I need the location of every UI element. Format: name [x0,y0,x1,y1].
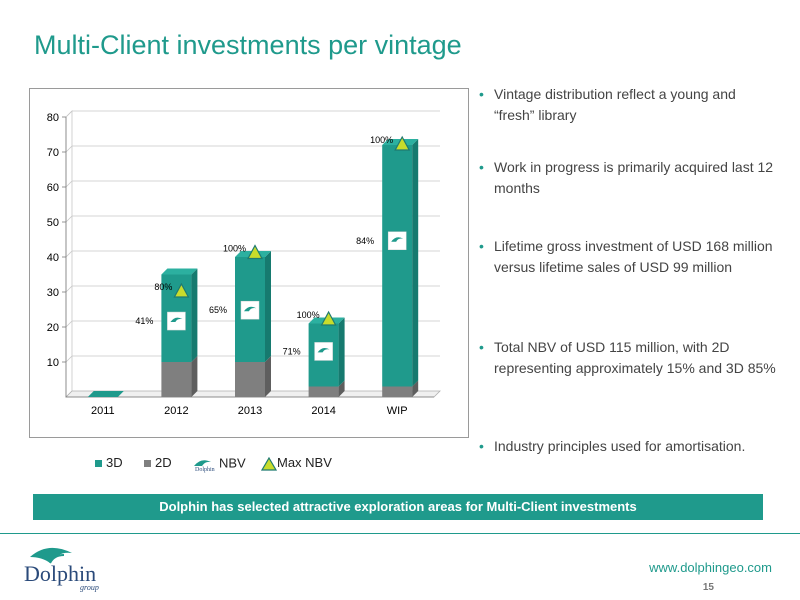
gridline-diag [65,180,73,188]
mini-logo-text: Dolphin [195,467,215,473]
nbv-logo-badge [387,231,407,251]
website-link[interactable]: www.dolphingeo.com [649,560,772,575]
bar-side [412,139,419,387]
bar-side [412,380,419,397]
gridline-diag [65,285,73,293]
nbv-logo-badge [167,311,186,331]
x-tick-label: 2012 [164,405,188,417]
bar-segment [382,386,413,397]
legend-item-3d: 3D [95,455,123,470]
x-tick-label: 2011 [91,405,115,417]
legend-swatch-3d [95,460,102,468]
x-tick-label: 2013 [238,405,262,417]
page-number: 15 [702,582,714,593]
nbv-logo-icon [170,317,183,323]
legend-item-max-nbv: Max NBV [260,455,332,471]
chart-area: 10 20 30 40 50 60 70 80 2011 2012 41% 80% 2013 65% 100… [29,88,469,438]
x-tick-label: 2014 [311,405,335,417]
y-tick-label: 80 [47,112,59,124]
bullet-item: Industry principles used for amortisatio… [478,436,778,457]
footer-divider [0,533,800,534]
key-message-banner: Dolphin has selected attractive explorat… [33,494,763,520]
gridline-diag [65,110,73,118]
dolphin-logo-icon: Dolphin group [24,547,99,592]
x-tick-label: WIP [387,405,408,417]
nbv-label: 84% [356,236,374,246]
y-tick-label: 20 [47,322,59,334]
legend-label-nbv: NBV [219,455,246,471]
bullet-item: Lifetime gross investment of USD 168 mil… [478,236,778,278]
bar-side [191,356,198,397]
max-nbv-label: 80% [154,282,172,292]
bar-top [161,268,198,275]
legend-label-3d: 3D [106,455,123,470]
nbv-logo-icon [391,237,404,242]
nbv-label: 41% [135,316,153,326]
gridline-diag [65,250,73,258]
page-title: Multi-Client investments per vintage [34,30,462,60]
y-tick-label: 70 [47,147,59,159]
legend-label-max-nbv: Max NBV [277,455,332,470]
nbv-logo-badge [240,300,260,320]
max-nbv-label: 100% [370,135,393,145]
nbv-logo-icon [244,306,256,312]
logo-word: Dolphin [24,561,96,586]
bar-side [338,317,345,387]
bar-side [338,380,345,397]
dolphin-mini-logo-icon: Dolphin [194,460,215,473]
bar-side [265,356,271,397]
legend-label-2d: 2D [155,455,172,470]
y-tick-label: 60 [47,182,59,194]
max-nbv-marker [394,135,411,151]
bullet-item: Vintage distribution reflect a young and… [478,84,778,126]
logo-subtitle: group [80,583,99,592]
bar-side [191,268,198,362]
nbv-label: 65% [209,305,227,315]
nbv-label: 71% [283,346,301,356]
bar-segment [161,362,192,397]
company-logo: Dolphin group [20,543,130,593]
max-nbv-marker [173,282,190,298]
nbv-logo-badge [314,342,333,361]
gridline-diag [65,215,73,223]
bullet-item: Work in progress is primarily acquired l… [478,157,778,199]
max-nbv-label: 100% [223,244,246,254]
gridline-diag [65,320,73,328]
bar-chart: 10 20 30 40 50 60 70 80 2011 2012 41% 80% 2013 65% 100… [47,110,441,417]
bullet-item: Total NBV of USD 115 million, with 2D re… [478,337,778,379]
gridline-diag [65,145,73,153]
y-tick-label: 50 [47,217,59,229]
max-nbv-label: 100% [297,310,320,320]
legend-swatch-2d [144,460,151,468]
y-tick-label: 40 [47,252,59,264]
legend-item-2d: 2D [144,455,172,470]
legend-item-nbv: Dolphin NBV [191,455,246,473]
bar-empty [87,391,124,397]
bar-segment [308,386,339,397]
y-tick-label: 30 [47,287,59,299]
bar-segment [235,362,265,397]
triangle-icon [260,456,278,471]
bar-side [265,251,271,362]
max-nbv-marker [246,244,264,260]
gridline-diag [65,355,73,363]
max-nbv-marker [320,310,337,326]
nbv-logo-icon [317,347,330,353]
y-tick-label: 10 [47,357,59,369]
bar-segment [382,145,413,387]
